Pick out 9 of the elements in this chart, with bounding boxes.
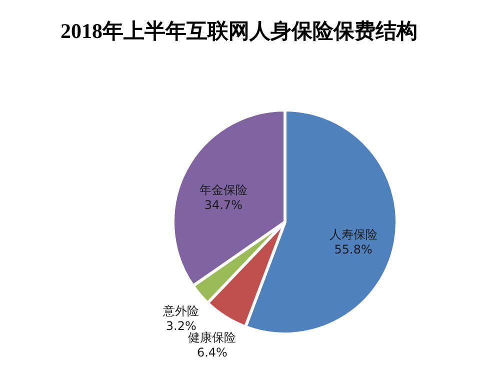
data-label: 55.8% (334, 242, 372, 256)
slice-label: 年金保险 (199, 182, 248, 197)
chart-title: 2018年上半年互联网人身保险保费结构 (60, 19, 418, 43)
data-label: 3.2% (166, 318, 196, 333)
slice-label: 健康保险 (188, 330, 236, 345)
slice-label: 人寿保险 (329, 227, 378, 242)
slice-label: 意外险 (162, 304, 200, 318)
data-label: 6.4% (196, 346, 228, 360)
data-label: 34.7% (204, 198, 243, 212)
